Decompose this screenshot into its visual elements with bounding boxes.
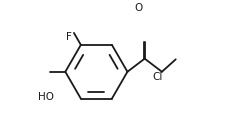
Text: O: O — [134, 3, 142, 13]
Text: HO: HO — [37, 92, 53, 102]
Text: Cl: Cl — [152, 72, 162, 82]
Text: F: F — [66, 32, 72, 42]
